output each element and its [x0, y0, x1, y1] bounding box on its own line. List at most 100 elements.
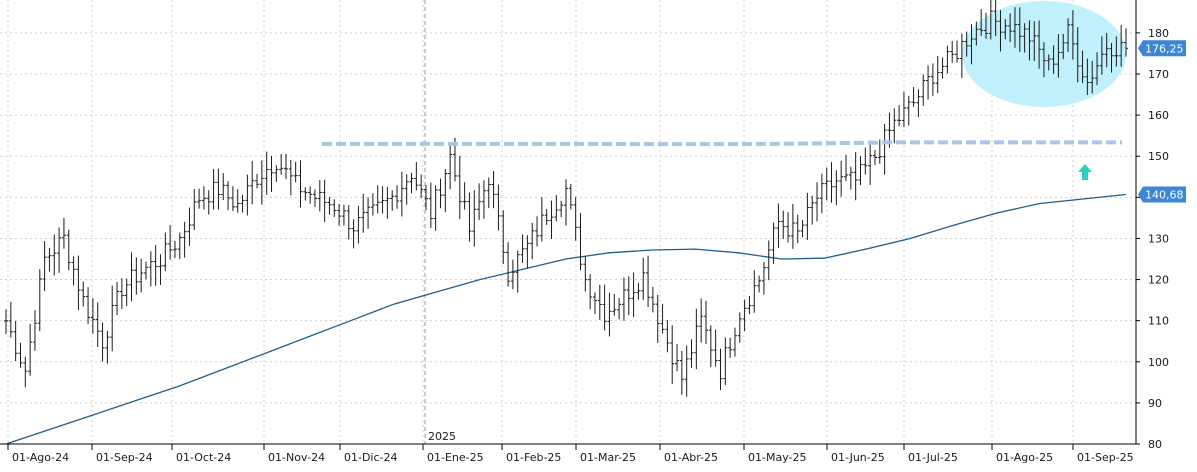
- price-bar: [293, 161, 298, 183]
- price-bar: [8, 301, 13, 338]
- price-bar: [414, 161, 419, 191]
- price-bar: [815, 182, 820, 222]
- price-bar: [192, 189, 197, 230]
- price-bar: [409, 172, 414, 194]
- price-bar: [477, 183, 482, 221]
- price-bar: [732, 327, 737, 357]
- price-bar: [766, 240, 771, 281]
- price-bar: [699, 298, 704, 343]
- y-tick-label: 160: [1148, 109, 1169, 122]
- price-bar: [129, 252, 134, 302]
- last-price-tag: 176,25: [1138, 40, 1186, 57]
- price-bar: [612, 294, 617, 316]
- moving-average-layer: [5, 193, 1127, 445]
- price-bar: [501, 210, 506, 265]
- price-bar: [380, 186, 385, 214]
- price-bar: [911, 86, 916, 107]
- price-bar: [757, 275, 762, 293]
- price-bar: [559, 200, 564, 218]
- last-price-tag-bg: [1138, 40, 1186, 57]
- price-bar: [689, 339, 694, 368]
- moving-average-line: [5, 193, 1127, 445]
- price-bar: [906, 95, 911, 126]
- price-bar: [670, 325, 675, 384]
- price-bar: [390, 190, 395, 211]
- price-bar: [1022, 23, 1027, 53]
- x-tick-label: 01-Mar-25: [580, 451, 636, 464]
- moving-average-tag-text: 140,68: [1145, 189, 1184, 202]
- price-bar: [351, 219, 356, 249]
- price-bar: [168, 225, 173, 260]
- price-bar: [660, 303, 665, 334]
- price-bar: [279, 154, 284, 175]
- price-bar: [230, 186, 235, 212]
- x-tick-label: 01-Abr-25: [664, 451, 718, 464]
- price-bar: [148, 251, 153, 287]
- price-bar: [969, 24, 974, 65]
- up-arrow-icon: [1078, 164, 1092, 180]
- y-tick-label: 130: [1148, 232, 1169, 245]
- y-tick-label: 120: [1148, 274, 1169, 287]
- price-bar: [327, 196, 332, 215]
- price-bar: [588, 274, 593, 310]
- price-bar: [370, 193, 375, 216]
- y-tick-label: 110: [1148, 315, 1169, 328]
- price-bar: [718, 348, 723, 391]
- price-bar: [366, 197, 371, 229]
- price-bar: [901, 91, 906, 128]
- price-bar: [211, 168, 216, 210]
- y-tick-label: 150: [1148, 150, 1169, 163]
- price-bar: [57, 227, 62, 273]
- price-bar: [993, 0, 998, 36]
- price-bar: [1008, 13, 1013, 43]
- price-bar: [163, 232, 168, 272]
- price-bar: [76, 255, 81, 311]
- price-bar: [71, 256, 76, 286]
- price-bar: [737, 312, 742, 343]
- y-tick-label: 80: [1148, 438, 1162, 451]
- price-bar: [172, 240, 177, 258]
- price-bar: [520, 234, 525, 263]
- price-bar: [448, 143, 453, 190]
- price-bar: [100, 322, 105, 362]
- price-bar: [568, 184, 573, 210]
- price-bar: [554, 195, 559, 222]
- price-bar: [535, 216, 540, 247]
- price-bar: [1070, 10, 1075, 60]
- price-bar: [18, 342, 23, 368]
- price-bar: [858, 156, 863, 186]
- price-bar: [844, 154, 848, 181]
- price-bar: [399, 171, 404, 217]
- price-bar: [675, 344, 680, 372]
- price-bar: [124, 278, 129, 307]
- price-bar: [921, 74, 926, 106]
- x-tick-label: 01-Ago-24: [12, 451, 69, 464]
- price-bar: [481, 180, 486, 219]
- price-bar: [1017, 7, 1022, 52]
- price-bar: [790, 203, 795, 249]
- price-bars-layer: [4, 0, 1128, 397]
- y-tick-label: 170: [1148, 68, 1169, 81]
- price-bar: [1051, 45, 1056, 74]
- price-bar: [438, 178, 443, 209]
- price-bar: [1012, 7, 1017, 48]
- price-bar: [819, 173, 824, 214]
- price-bar: [1090, 60, 1095, 94]
- price-bar: [1056, 34, 1061, 78]
- price-bar: [800, 219, 805, 238]
- x-tick-label: 01-Oct-24: [176, 451, 231, 464]
- price-bar: [795, 214, 800, 244]
- price-bar: [467, 192, 472, 242]
- price-bar: [259, 160, 264, 205]
- price-bar: [631, 272, 636, 318]
- price-bar: [704, 300, 708, 345]
- price-bar: [23, 356, 28, 388]
- price-bar: [1080, 50, 1085, 84]
- price-bar: [395, 185, 400, 209]
- price-bar: [274, 165, 279, 183]
- price-bar: [950, 40, 955, 63]
- price-bar: [385, 186, 390, 219]
- price-bar: [317, 180, 322, 212]
- price-bar: [868, 140, 873, 186]
- axis-layer: 809010011012013014015016017018001-Ago-24…: [0, 0, 1186, 464]
